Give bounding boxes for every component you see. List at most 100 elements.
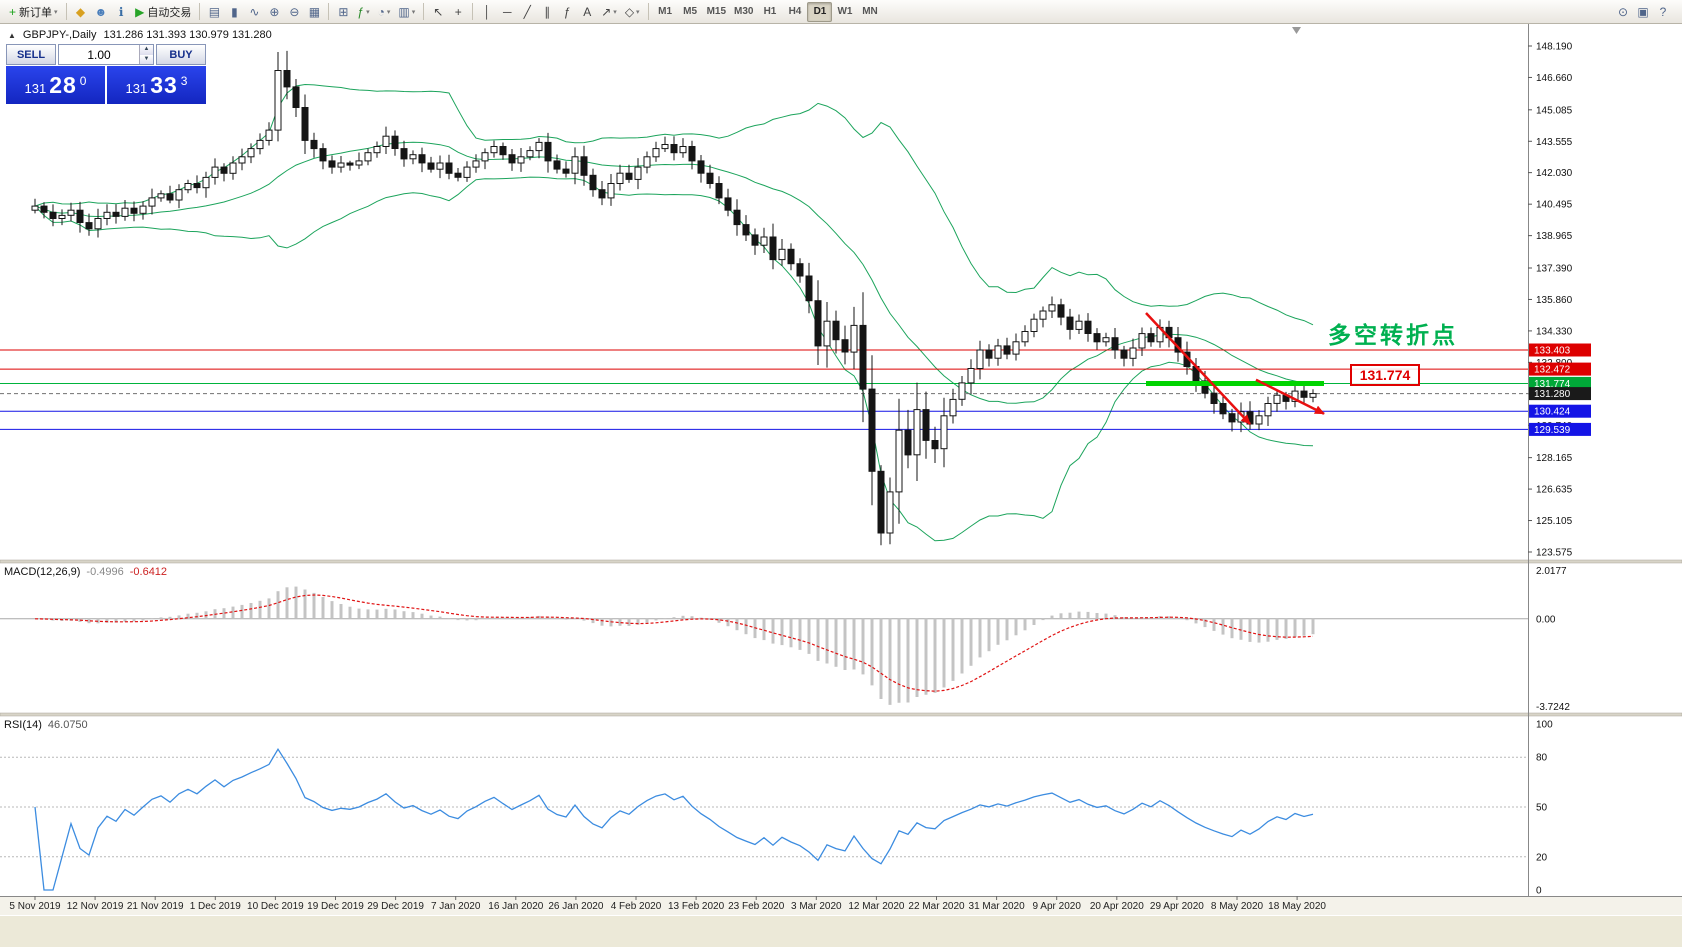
fibonacci-button[interactable]: ƒ <box>563 4 571 19</box>
tile-windows-button[interactable]: ▦ <box>308 4 321 19</box>
indicators-button[interactable]: ƒ ▾ <box>357 4 370 19</box>
timeframe-H1[interactable]: H1 <box>763 6 777 17</box>
svg-text:3 Mar 2020: 3 Mar 2020 <box>791 901 842 912</box>
toolbar-separator <box>472 3 474 20</box>
volume-input[interactable] <box>59 45 139 64</box>
arrows-button[interactable]: ↗ ▾ <box>601 4 617 19</box>
collapse-one-click-icon[interactable]: ▲ <box>8 30 16 40</box>
buy-price-big-figure: 131 <box>125 81 148 96</box>
timeframe-M30[interactable]: M30 <box>734 6 754 17</box>
svg-text:5 Nov 2019: 5 Nov 2019 <box>9 901 61 912</box>
svg-text:13 Feb 2020: 13 Feb 2020 <box>668 901 725 912</box>
panel-separator[interactable] <box>0 712 1682 717</box>
sell-price-big-figure: 131 <box>24 81 47 96</box>
toolbar-separator <box>199 3 201 20</box>
svg-text:2.0177: 2.0177 <box>1536 566 1567 577</box>
toolbar-separator <box>328 3 330 20</box>
rsi-name: RSI(14) <box>4 719 42 731</box>
volume-down-button[interactable]: ▼ <box>140 54 153 64</box>
one-click-trading-panel: SELL ▲ ▼ BUY 131 28 0 131 33 3 <box>6 44 206 106</box>
quote-header: ▲ GBPJPY-,Daily 131.286 131.393 130.979 … <box>8 29 272 41</box>
trend-arrow-drawing <box>1145 312 1251 425</box>
svg-text:134.330: 134.330 <box>1536 326 1573 337</box>
timeframe-H4[interactable]: H4 <box>788 6 802 17</box>
svg-text:16 Jan 2020: 16 Jan 2020 <box>488 901 543 912</box>
zoom-in-button[interactable]: ⊕ <box>269 4 280 19</box>
crosshair-button[interactable]: + <box>454 4 462 19</box>
timeframe-D1[interactable]: D1 <box>807 1 833 22</box>
toolbar-left-groups: + 新订单 ▾ ◆ ☻ ℹ ▶ 自动交易 ▤ ▮ ∿ ⊕ ⊖ ▦ ⊞ ƒ ▾ ◔ ▾ ▥ ▾ ↖ + │ ─ ╱ ∥ ƒ A ↗ ▾ ◇ ▾ M1… <box>5 1 882 22</box>
user-drawings[interactable] <box>1145 312 1325 425</box>
timeframe-MN[interactable]: MN <box>862 6 878 17</box>
svg-text:0.00: 0.00 <box>1536 614 1556 625</box>
panel-separator[interactable] <box>0 559 1682 564</box>
horizontal-line-button[interactable]: ─ <box>502 4 512 19</box>
svg-text:23 Feb 2020: 23 Feb 2020 <box>728 901 785 912</box>
sell-price-pips: 28 <box>49 71 77 98</box>
svg-text:12 Nov 2019: 12 Nov 2019 <box>67 901 124 912</box>
svg-text:130.424: 130.424 <box>1534 407 1571 418</box>
accounts-button[interactable]: ☻ <box>94 4 108 19</box>
sell-button[interactable]: SELL <box>6 44 56 65</box>
svg-text:125.105: 125.105 <box>1536 516 1573 527</box>
turning-point-annotation: 多空转折点 <box>1328 322 1458 348</box>
svg-text:10 Dec 2019: 10 Dec 2019 <box>247 901 304 912</box>
line-chart-button[interactable]: ∿ <box>249 4 260 19</box>
svg-text:128.165: 128.165 <box>1536 453 1573 464</box>
metaeditor-button[interactable]: ◆ <box>75 4 86 19</box>
candlestick-chart-button[interactable]: ▮ <box>231 4 238 19</box>
shapes-button[interactable]: ◇ ▾ <box>624 4 640 19</box>
new-order-button[interactable]: + 新订单 ▾ <box>9 4 58 19</box>
chart-background <box>0 24 1682 896</box>
svg-text:0: 0 <box>1536 886 1542 897</box>
buy-price-button[interactable]: 131 33 3 <box>107 66 206 104</box>
timeframe-M5[interactable]: M5 <box>683 6 698 17</box>
level-lines[interactable] <box>0 349 1528 430</box>
svg-text:146.660: 146.660 <box>1536 73 1573 84</box>
periods-button[interactable]: ◔ ▾ <box>377 4 391 19</box>
help-button[interactable]: ? <box>1659 4 1667 19</box>
svg-text:12 Mar 2020: 12 Mar 2020 <box>848 901 905 912</box>
macd-signal-value: -0.6412 <box>129 566 168 578</box>
channel-button[interactable]: ∥ <box>544 4 551 19</box>
svg-text:132.472: 132.472 <box>1534 365 1571 376</box>
svg-text:131.774: 131.774 <box>1534 379 1571 390</box>
sell-price-button[interactable]: 131 28 0 <box>6 66 105 104</box>
rsi-value: 46.0750 <box>47 719 88 731</box>
main-toolbar: + 新订单 ▾ ◆ ☻ ℹ ▶ 自动交易 ▤ ▮ ∿ ⊕ ⊖ ▦ ⊞ ƒ ▾ ◔ ▾ ▥ ▾ ↖ + │ ─ ╱ ∥ ƒ A ↗ ▾ ◇ ▾ M1… <box>0 0 1682 24</box>
templates-button[interactable]: ▥ ▾ <box>398 4 416 19</box>
svg-text:50: 50 <box>1536 803 1548 814</box>
search-button[interactable]: ⊙ <box>1617 4 1629 19</box>
buy-price-pips: 33 <box>150 71 178 98</box>
trend-arrow-drawing <box>1255 378 1325 415</box>
svg-text:135.860: 135.860 <box>1536 295 1573 306</box>
svg-text:126.635: 126.635 <box>1536 485 1573 496</box>
vertical-line-button[interactable]: │ <box>483 4 491 19</box>
quote-ohlc-values: 131.286 131.393 130.979 131.280 <box>103 29 272 41</box>
toolbar-separator <box>647 3 649 20</box>
bar-chart-button[interactable]: ▤ <box>208 4 221 19</box>
svg-text:29 Dec 2019: 29 Dec 2019 <box>367 901 424 912</box>
trendline-button[interactable]: ╱ <box>523 4 531 19</box>
arrange-button[interactable]: ⊞ <box>338 4 349 19</box>
macd-main-value: -0.4996 <box>86 566 124 578</box>
svg-text:1 Dec 2019: 1 Dec 2019 <box>190 901 242 912</box>
text-button[interactable]: A <box>583 4 592 19</box>
data-window-button[interactable]: ▣ <box>1637 4 1649 19</box>
volume-up-button[interactable]: ▲ <box>140 45 153 55</box>
timeframe-W1[interactable]: W1 <box>837 6 853 17</box>
svg-text:129.539: 129.539 <box>1534 425 1571 436</box>
autotrade-button[interactable]: ▶ 自动交易 <box>135 4 192 19</box>
sell-price-pipette: 0 <box>79 73 87 88</box>
cursor-button[interactable]: ↖ <box>433 4 444 19</box>
svg-text:20 Apr 2020: 20 Apr 2020 <box>1090 901 1144 912</box>
svg-text:8 May 2020: 8 May 2020 <box>1211 901 1264 912</box>
timeframe-M15[interactable]: M15 <box>706 6 727 17</box>
info-button[interactable]: ℹ <box>118 4 124 19</box>
buy-button[interactable]: BUY <box>156 44 206 65</box>
zoom-out-button[interactable]: ⊖ <box>289 4 300 19</box>
timeframe-M1[interactable]: M1 <box>658 6 673 17</box>
